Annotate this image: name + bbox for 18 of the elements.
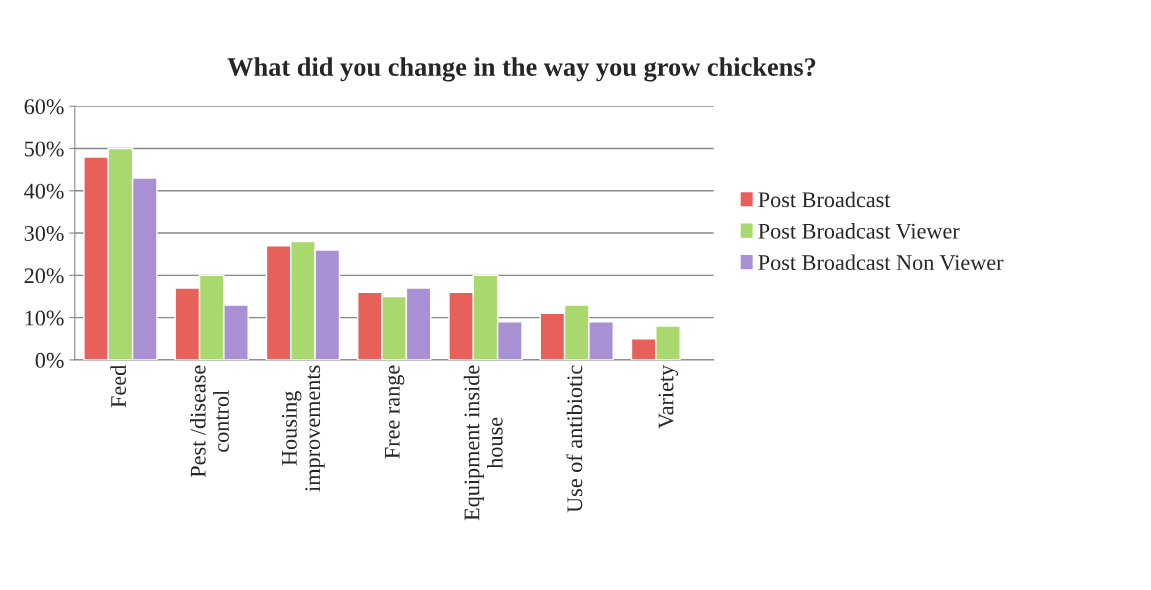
y-tick-label: 50%: [24, 141, 64, 157]
y-tick-label: 0%: [35, 352, 64, 368]
y-tick-label: 30%: [24, 225, 64, 242]
x-tick-label: Feed: [110, 365, 127, 408]
legend-label: Post Broadcast Non Viewer: [758, 254, 1004, 271]
legend-label: Post Broadcast Viewer: [758, 223, 960, 239]
y-tick-label: 60%: [24, 99, 64, 115]
chart-title: What did you change in the way you grow chickens?: [227, 57, 816, 82]
legend-label: Post Broadcast: [758, 191, 891, 208]
y-tick-label: 10%: [25, 310, 64, 326]
x-tick-label: Free range: [384, 365, 405, 459]
y-tick-label: 20%: [24, 268, 64, 284]
x-tick-label: Variety: [658, 364, 679, 429]
y-tick-label: 40%: [24, 183, 64, 199]
x-tick-label: Equipment inside house: [463, 365, 503, 521]
x-tick-label: Housing improvements: [281, 365, 325, 492]
x-tick-label: Pest /disease control: [190, 365, 229, 478]
x-tick-label: Use of antibiotic: [566, 365, 583, 513]
